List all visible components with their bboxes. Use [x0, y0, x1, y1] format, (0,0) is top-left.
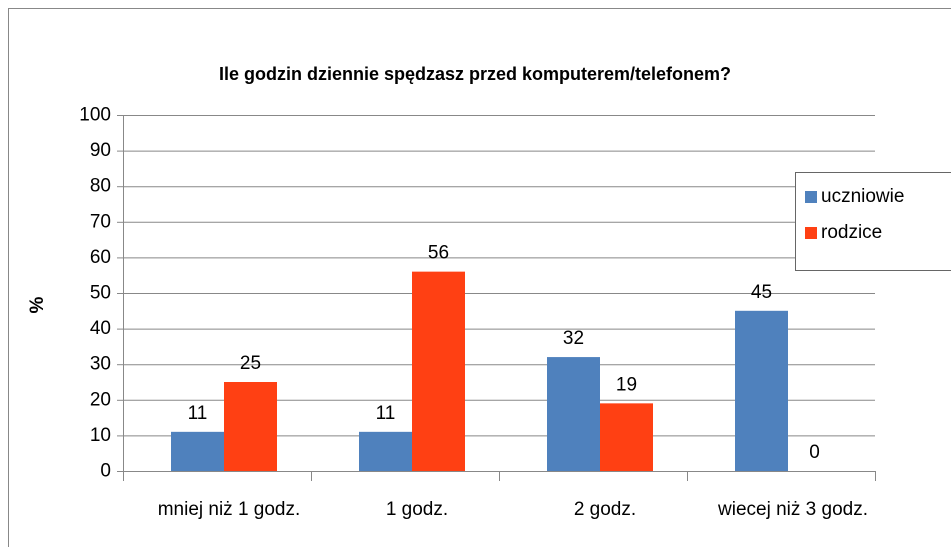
- bar: [224, 382, 277, 471]
- y-tick-label: 80: [90, 176, 111, 197]
- value-label: 56: [428, 243, 449, 264]
- x-tick-label: mniej niż 1 godz.: [158, 499, 301, 520]
- y-tick-label: 10: [90, 425, 111, 446]
- y-tick-label: 60: [90, 247, 111, 268]
- x-tick-label: 1 godz.: [386, 499, 448, 520]
- y-tick-label: 50: [90, 283, 111, 304]
- y-axis-label: %: [27, 296, 48, 313]
- value-label: 45: [751, 282, 772, 303]
- y-tick-label: 40: [90, 318, 111, 339]
- bar: [171, 431, 224, 471]
- y-tick-label: 100: [79, 105, 111, 126]
- y-tick-label: 0: [100, 461, 111, 482]
- y-tick-label: 70: [90, 211, 111, 232]
- value-label: 25: [240, 353, 261, 374]
- bar: [359, 431, 412, 471]
- chart-border: [8, 8, 951, 547]
- value-label: 32: [563, 328, 584, 349]
- bar: [735, 310, 788, 471]
- bar: [600, 403, 653, 471]
- y-tick-label: 20: [90, 389, 111, 410]
- value-label: 11: [188, 403, 208, 424]
- value-label: 0: [809, 442, 820, 463]
- value-label: 11: [376, 403, 396, 424]
- legend-swatch: [805, 227, 817, 239]
- legend-label: rodzice: [821, 222, 882, 243]
- legend-box: [795, 172, 951, 271]
- x-tick-label: wiecej niż 3 godz.: [717, 499, 868, 520]
- bar: [412, 271, 465, 471]
- x-tick-label: 2 godz.: [574, 499, 636, 520]
- bar: [547, 357, 600, 471]
- chart-title: Ile godzin dziennie spędzasz przed kompu…: [219, 64, 731, 84]
- y-tick-label: 90: [90, 140, 111, 161]
- value-label: 19: [616, 374, 637, 395]
- legend-label: uczniowie: [821, 186, 904, 207]
- y-tick-label: 30: [90, 354, 111, 375]
- legend-swatch: [805, 191, 817, 203]
